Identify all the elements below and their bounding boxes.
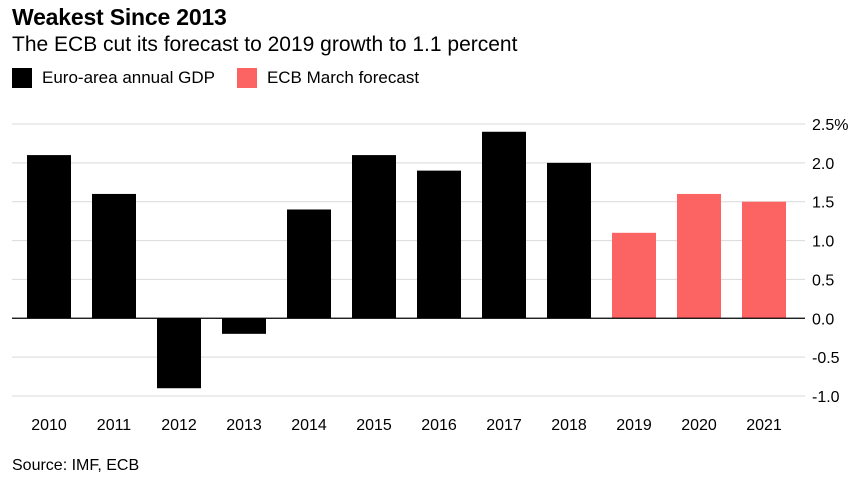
bar-2015	[352, 155, 396, 319]
x-tick-label: 2011	[97, 417, 132, 434]
bar-2017	[482, 131, 526, 319]
x-tick-label: 2014	[291, 417, 327, 434]
bar-2012	[157, 318, 201, 389]
y-tick-label: -0.5	[812, 350, 840, 367]
legend-swatch-gdp	[12, 68, 32, 88]
bar-2014	[287, 209, 331, 319]
x-tick-label: 2012	[161, 417, 197, 434]
y-tick-label: 1.0	[812, 234, 834, 251]
x-tick-label: 2018	[551, 417, 587, 434]
bar-2013	[222, 318, 266, 334]
x-tick-label: 2019	[616, 417, 652, 434]
legend: Euro-area annual GDP ECB March forecast	[12, 68, 441, 88]
legend-label-gdp: Euro-area annual GDP	[42, 68, 215, 87]
x-tick-label: 2016	[421, 417, 457, 434]
source-note: Source: IMF, ECB	[12, 457, 140, 474]
y-tick-label: 0.0	[812, 311, 834, 328]
chart-title: Weakest Since 2013	[12, 4, 227, 30]
legend-item-forecast: ECB March forecast	[236, 68, 420, 88]
bar-2011	[92, 193, 136, 319]
y-tick-label: 1.5	[812, 195, 834, 212]
bars	[27, 131, 786, 389]
bar-2018	[547, 162, 591, 319]
y-tick-label: -1.0	[812, 389, 840, 406]
y-tick-label: 2.0	[812, 156, 834, 173]
chart-subtitle: The ECB cut its forecast to 2019 growth …	[12, 33, 518, 56]
y-tick-label: 2.5%	[812, 117, 848, 134]
x-tick-label: 2020	[681, 417, 717, 434]
x-tick-label: 2015	[356, 417, 392, 434]
grid-lines	[12, 123, 805, 397]
y-axis-labels: 2.5% 2.0 1.5 1.0 0.5 0.0 -0.5 -1.0	[812, 117, 848, 406]
legend-item-gdp: Euro-area annual GDP	[12, 68, 215, 88]
x-tick-label: 2013	[226, 417, 262, 434]
bar-2019	[612, 232, 656, 319]
bar-2020	[677, 193, 721, 319]
x-tick-label: 2017	[486, 417, 522, 434]
x-tick-label: 2021	[746, 417, 782, 434]
legend-swatch-forecast	[236, 68, 257, 88]
bar-2016	[417, 170, 461, 319]
legend-label-forecast: ECB March forecast	[266, 68, 420, 87]
x-tick-label: 2010	[31, 417, 67, 434]
bar-2021	[742, 201, 786, 319]
y-tick-label: 0.5	[812, 272, 834, 289]
x-axis-labels: 2010 2011 2012 2013 2014 2015 2016 2017 2018 2019…	[31, 417, 782, 434]
bar-2010	[27, 155, 71, 319]
